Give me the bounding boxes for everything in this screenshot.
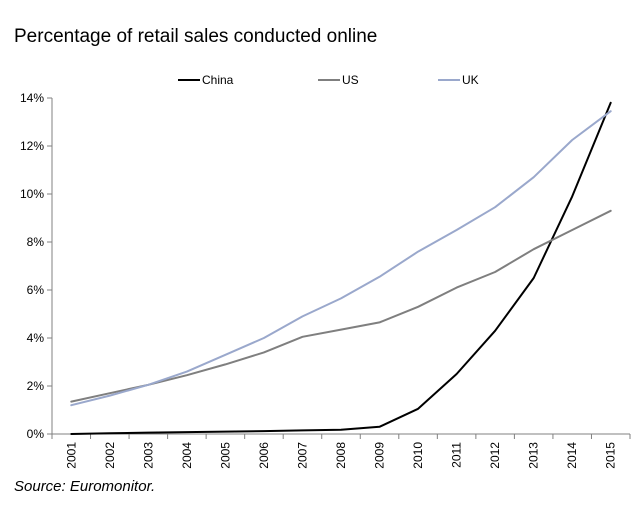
x-tick-label: 2015 xyxy=(604,442,618,469)
x-tick-label: 2007 xyxy=(295,442,309,469)
y-tick-label: 6% xyxy=(27,283,45,297)
chart-axes: 0% 2% 4% 6% 8% 10% 12% 14% 2001 2002 2003 2004 2005 2… xyxy=(20,91,631,469)
chart-title: Percentage of retail sales conducted onl… xyxy=(14,26,378,47)
x-tick-label: 2012 xyxy=(488,442,502,469)
y-tick-label: 14% xyxy=(20,91,44,105)
x-tick-label: 2002 xyxy=(103,442,117,469)
x-tick-label: 2006 xyxy=(257,442,271,469)
y-tick-label: 0% xyxy=(27,427,45,441)
legend-label-china: China xyxy=(202,73,234,87)
x-tick-label: 2009 xyxy=(373,442,387,469)
y-tick-label: 8% xyxy=(27,235,45,249)
legend-label-us: US xyxy=(342,73,359,87)
chart-legend: China US UK xyxy=(178,73,479,87)
x-tick-label: 2003 xyxy=(141,442,155,469)
chart-series xyxy=(70,101,612,435)
y-tick-label: 4% xyxy=(27,331,45,345)
x-tick-label: 2010 xyxy=(411,442,425,469)
x-tick-label: 2005 xyxy=(218,442,232,469)
x-tick-label: 2013 xyxy=(527,442,541,469)
x-tick-label: 2004 xyxy=(180,442,194,469)
series-line-us xyxy=(70,209,612,403)
x-tick-label: 2014 xyxy=(565,442,579,469)
series-line-uk xyxy=(70,110,612,407)
legend-label-uk: UK xyxy=(462,73,479,87)
x-tick-label: 2001 xyxy=(64,442,78,469)
y-tick-label: 2% xyxy=(27,379,45,393)
series-line-china xyxy=(70,101,612,435)
x-tick-label: 2008 xyxy=(334,442,348,469)
y-tick-label: 12% xyxy=(20,139,44,153)
x-tick-label: 2011 xyxy=(450,442,464,468)
source-note: Source: Euromonitor. xyxy=(14,478,156,495)
y-tick-label: 10% xyxy=(20,187,44,201)
